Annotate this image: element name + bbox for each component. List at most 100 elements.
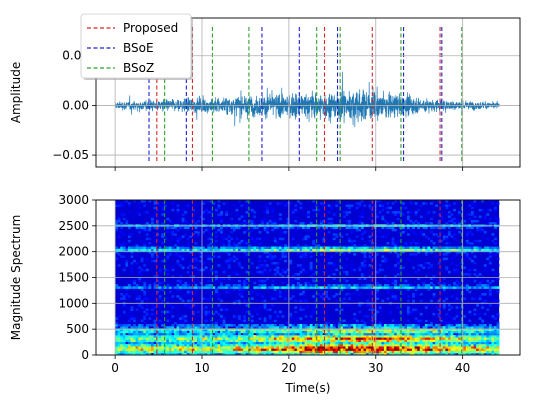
spectrogram-cell <box>417 268 421 272</box>
spectrogram-cell <box>396 330 400 334</box>
spectrogram-cell <box>358 200 362 203</box>
spectrogram-cell <box>150 253 154 256</box>
spectrogram-cell <box>478 337 482 340</box>
spectrogram-cell <box>220 248 223 252</box>
spectrogram-cell <box>161 235 165 238</box>
spectrogram-cell <box>148 244 152 247</box>
spectrogram-cell <box>235 250 239 254</box>
spectrogram-cell <box>278 217 282 221</box>
spectrogram-cell <box>360 312 364 316</box>
spectrogram-cell <box>145 308 149 312</box>
spectrogram-cell <box>442 281 446 285</box>
spectrogram-cell <box>424 319 428 323</box>
spectrogram-cell <box>424 306 428 309</box>
spectrogram-cell <box>184 330 188 334</box>
spectrogram-cell <box>138 248 142 252</box>
spectrogram-cell <box>186 246 190 250</box>
spectrogram-cell <box>340 250 344 254</box>
spectrogram-cell <box>424 262 428 265</box>
spectrogram-cell <box>122 326 126 329</box>
spectrogram-cell <box>179 332 182 336</box>
spectrogram-cell <box>225 324 229 327</box>
spectrogram-cell <box>427 248 431 252</box>
spectrogram-cell <box>404 244 408 247</box>
spectrogram-cell <box>358 324 362 327</box>
spectrogram-cell <box>404 343 408 347</box>
spectrogram-cell <box>276 350 280 354</box>
spectrogram-cell <box>135 308 139 312</box>
spectrogram-cell <box>171 206 175 210</box>
spectrogram-cell <box>476 239 479 243</box>
spectrogram-cell <box>214 293 218 296</box>
spectrogram-cell <box>263 324 267 327</box>
spectrogram-cell <box>166 346 170 349</box>
spectrogram-cell <box>366 343 369 347</box>
spectrogram-cell <box>199 339 203 343</box>
spectrogram-cell <box>406 211 410 214</box>
spectrogram-cell <box>184 304 188 307</box>
spectrogram-cell <box>220 228 223 232</box>
spectrogram-cell <box>465 288 469 292</box>
spectrogram-cell <box>120 337 124 340</box>
spectrogram-cell <box>153 319 157 323</box>
spectrogram-cell <box>276 242 280 245</box>
spectrogram-cell <box>166 332 170 336</box>
spectrogram-cell <box>284 299 287 303</box>
spectrogram-cell <box>209 246 213 250</box>
spectrogram-cell <box>376 352 380 355</box>
spectrogram-cell <box>455 293 459 296</box>
spectrogram-cell <box>427 326 431 329</box>
spectrogram-cell <box>317 233 321 236</box>
spectrogram-cell <box>273 335 277 338</box>
spectrogram-cell <box>440 337 444 340</box>
spectrogram-cell <box>309 341 313 345</box>
spectrogram-cell <box>450 235 454 238</box>
spectrogram-cell <box>363 255 367 258</box>
spectrogram-cell <box>406 219 410 223</box>
spectrogram-cell <box>122 242 126 245</box>
spectrogram-cell <box>176 335 180 338</box>
spectrogram-cell <box>473 279 477 283</box>
spectrogram-cell <box>209 326 213 329</box>
spectrogram-cell <box>386 348 390 351</box>
spectrogram-cell <box>130 326 134 329</box>
spectrogram-cell <box>442 326 446 329</box>
spectrogram-cell <box>289 213 293 216</box>
spectrogram-cell <box>463 343 467 347</box>
spectrogram-cell <box>463 273 467 276</box>
spectrogram-cell <box>481 275 485 278</box>
spectrogram-cell <box>304 306 308 309</box>
spectrogram-cell <box>445 317 449 320</box>
spectrogram-cell <box>473 262 477 265</box>
spectrogram-cell <box>278 348 282 351</box>
spectrogram-cell <box>145 348 149 351</box>
spectrogram-cell <box>263 350 267 354</box>
spectrogram-cell <box>199 250 203 254</box>
spectrogram-cell <box>450 246 454 250</box>
spectrogram-cell <box>481 235 485 238</box>
spectrogram-cell <box>220 339 223 343</box>
spectrogram-cell <box>171 350 175 354</box>
spectrogram-cell <box>432 352 436 355</box>
spectrogram-cell <box>289 341 293 345</box>
spectrogram-cell <box>243 315 246 318</box>
spectrogram-cell <box>156 335 159 338</box>
spectrogram-cell <box>337 339 341 343</box>
spectrogram-cell <box>153 257 157 261</box>
spectrogram-cell <box>189 352 193 355</box>
spectrogram-cell <box>199 315 203 318</box>
spectrogram-cell <box>486 343 490 347</box>
spectrogram-cell <box>417 352 421 355</box>
spectrogram-cell <box>212 348 216 351</box>
spectrogram-cell <box>465 335 469 338</box>
spectrogram-cell <box>337 332 341 336</box>
spectrogram-cell <box>135 332 139 336</box>
spectrogram-cell <box>294 332 298 336</box>
spectrogram-cell <box>248 339 252 343</box>
spectrogram-cell <box>378 270 382 274</box>
spectrogram-cell <box>360 250 364 254</box>
spectrogram-cell <box>476 204 479 207</box>
spectrogram-cell <box>291 343 295 347</box>
spectrogram-cell <box>255 270 259 274</box>
spectrogram-cell <box>133 326 136 329</box>
